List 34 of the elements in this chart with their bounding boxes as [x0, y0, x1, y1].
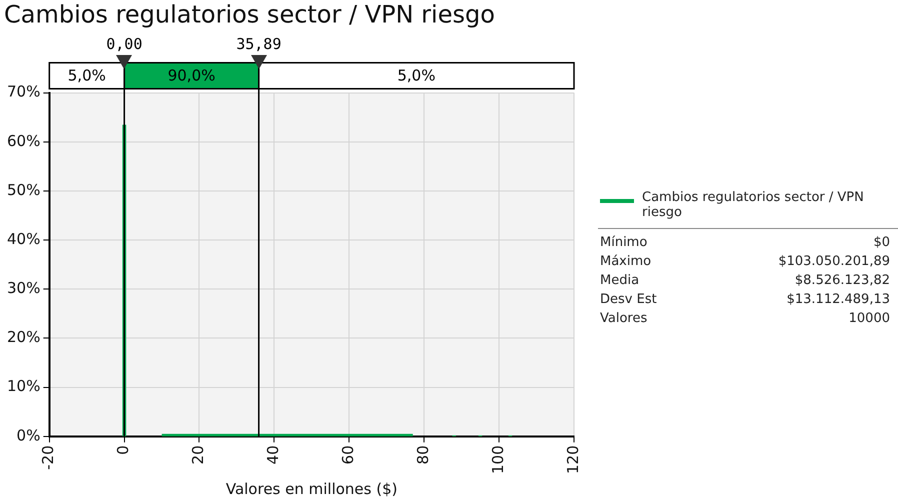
- y-tick-label: 40%: [6, 230, 40, 248]
- ref-line-label: 0,00: [106, 35, 142, 54]
- y-tick-label: 20%: [6, 328, 40, 346]
- text: Valores: [599, 310, 648, 328]
- text: 5,0%: [397, 66, 436, 85]
- x-tick-label: -20: [39, 445, 58, 470]
- x-axis-title: Valores en millones ($): [226, 480, 398, 498]
- text: $13.112.489,13: [786, 291, 891, 309]
- ref-line-label: 35,89: [236, 35, 282, 54]
- x-tick-label: 100: [488, 445, 507, 474]
- text: $8.526.123,82: [794, 272, 891, 290]
- text: Máximo: [599, 253, 652, 271]
- y-tick-label: 60%: [6, 132, 40, 150]
- y-tick-label: 70%: [6, 82, 40, 101]
- y-tick-label: 10%: [6, 377, 40, 396]
- legend-label: Cambios regulatorios sector / VPN riesgo: [642, 190, 865, 220]
- y-tick-label: 30%: [6, 279, 40, 298]
- text: 90,0%: [168, 66, 216, 85]
- text: Media: [599, 272, 640, 290]
- y-tick-label: 50%: [6, 180, 40, 199]
- text: 5,0%: [68, 66, 106, 85]
- text: Mínimo: [599, 234, 648, 252]
- text: 10000: [848, 310, 891, 328]
- text: Desv Est: [599, 291, 658, 309]
- x-tick-label: 120: [564, 445, 582, 474]
- chart-title: Cambios regulatorios sector / VPN riesgo: [4, 0, 495, 29]
- y-tick-label: 0%: [16, 426, 40, 444]
- x-tick-label: 40: [264, 445, 282, 464]
- x-tick-label: 80: [414, 445, 432, 464]
- x-tick-label: 0: [114, 445, 132, 455]
- x-tick-label: 20: [189, 445, 208, 464]
- text: $103.050.201,89: [777, 253, 891, 271]
- x-tick-label: 60: [339, 445, 358, 464]
- text: $0: [872, 234, 891, 252]
